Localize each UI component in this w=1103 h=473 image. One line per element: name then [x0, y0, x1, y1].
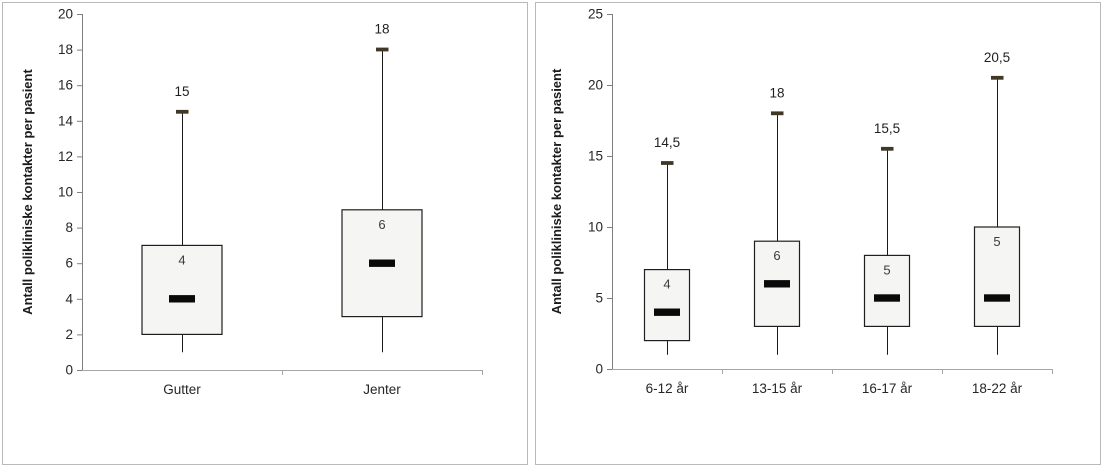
median-value-label: 5 [883, 262, 890, 277]
upper-whisker-cap [881, 146, 894, 151]
iqr-box [973, 226, 1021, 328]
y-axis-tick-label: 6 [65, 256, 73, 271]
y-axis-tick-label: 25 [588, 7, 603, 22]
category-label: 13-15 år [752, 381, 803, 396]
median-bar [874, 294, 900, 302]
upper-whisker-cap [991, 75, 1004, 80]
y-axis-title: Antall polikliniske kontakter per pasien… [20, 69, 35, 315]
upper-whisker-cap [176, 109, 189, 114]
whisker-max-label: 14,5 [654, 135, 680, 150]
iqr-box [863, 254, 911, 327]
y-axis-tick-label: 15 [588, 149, 603, 164]
y-axis-tick-label: 0 [595, 362, 603, 377]
whisker-max-label: 15 [174, 84, 189, 99]
category-label: 16-17 år [862, 381, 913, 396]
y-axis-tick-label: 4 [65, 291, 73, 306]
y-axis-tick-label: 10 [588, 220, 603, 235]
y-axis-tick-label: 0 [65, 363, 73, 378]
upper-whisker-cap [771, 111, 784, 116]
median-value-label: 4 [178, 252, 185, 267]
whisker-max-label: 18 [374, 22, 389, 37]
y-axis-tick-label: 2 [65, 327, 73, 342]
y-axis-tick-label: 18 [58, 42, 73, 57]
median-value-label: 5 [993, 234, 1000, 249]
median-bar [654, 308, 680, 316]
y-axis-tick-label: 10 [58, 185, 73, 200]
median-bar [169, 295, 195, 303]
upper-whisker-cap [376, 47, 389, 52]
median-bar [984, 294, 1010, 302]
category-label: 18-22 år [972, 381, 1023, 396]
y-axis-tick-label: 12 [58, 149, 73, 164]
y-axis-tick-label: 5 [595, 291, 603, 306]
category-label: Gutter [163, 382, 201, 397]
y-axis-tick-label: 14 [58, 113, 74, 128]
category-label: 6-12 år [646, 381, 689, 396]
iqr-box [643, 269, 691, 342]
y-axis-tick-label: 20 [58, 7, 73, 22]
whisker-max-label: 20,5 [984, 50, 1010, 65]
boxplot-panel-gender: 0 2 4 6 8 10 12 14 16 18 20 15 4 Gutter 18 6 Jenter Antal… [2, 2, 528, 465]
whisker-max-label: 15,5 [874, 121, 900, 136]
median-bar [369, 259, 395, 267]
median-bar [764, 280, 790, 288]
boxplot-panel-age-groups: 0 5 10 15 20 25 14,5 4 6-12 år 18 6 13-15 år 15,5 5 16… [535, 2, 1101, 465]
median-value-label: 4 [663, 277, 670, 292]
boxplot-chart-gender: 0 2 4 6 8 10 12 14 16 18 20 15 4 Gutter 18 6 Jenter Antal… [20, 7, 483, 397]
median-value-label: 6 [773, 248, 780, 263]
y-axis-tick-label: 8 [65, 220, 73, 235]
y-axis-tick-label: 20 [588, 78, 603, 93]
boxplot-chart-age-groups: 0 5 10 15 20 25 14,5 4 6-12 år 18 6 13-15 år 15,5 5 16… [549, 7, 1053, 396]
whisker-max-label: 18 [769, 85, 784, 100]
upper-whisker-cap [661, 161, 674, 165]
y-axis-tick-label: 16 [58, 78, 73, 93]
category-label: Jenter [363, 382, 401, 397]
y-axis-title: Antall polikliniske kontakter per pasien… [549, 68, 564, 314]
iqr-box [141, 244, 223, 335]
median-value-label: 6 [378, 217, 385, 232]
